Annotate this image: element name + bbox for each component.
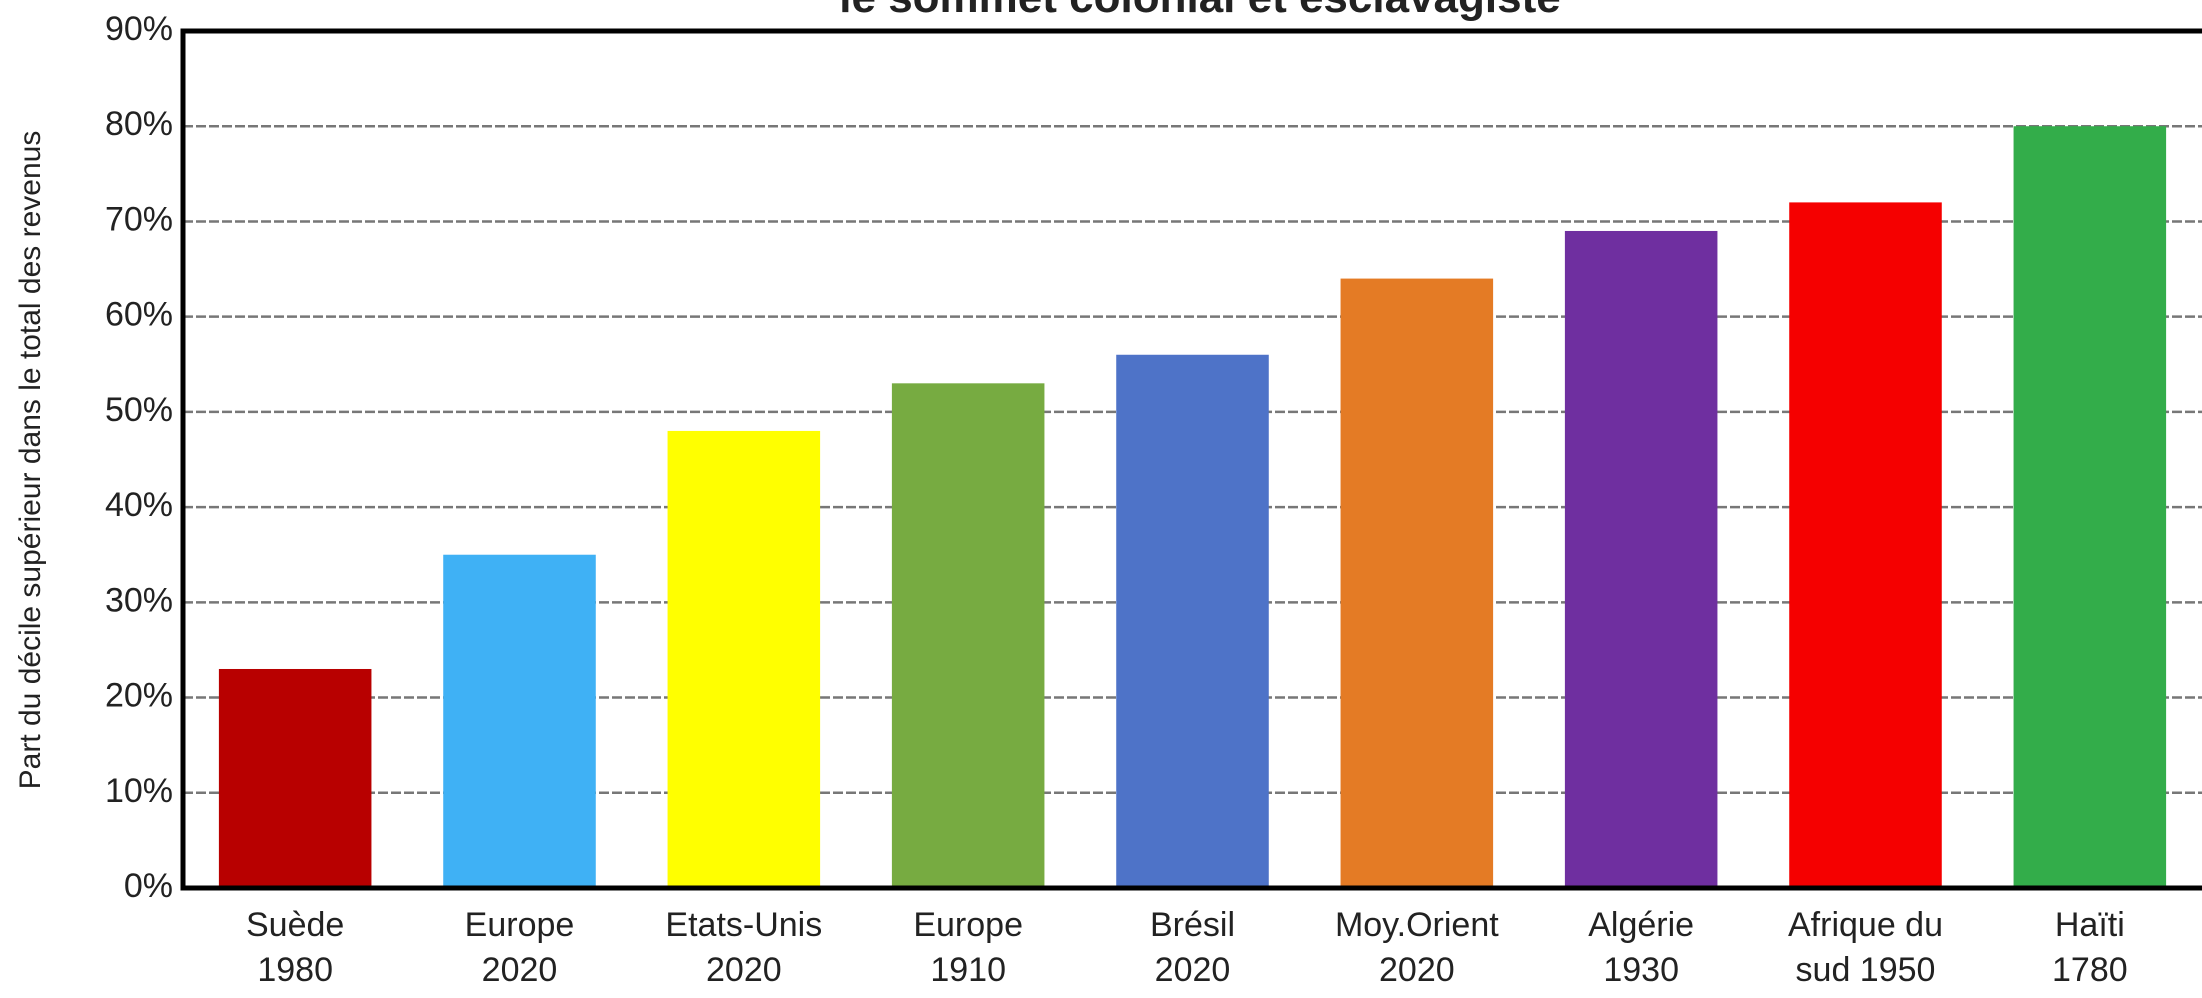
x-tick-label: Brésil 2020 [1150,906,1235,989]
x-tick-label: Afrique du sud 1950 [1788,906,1943,989]
bar [2013,126,2167,888]
bar [891,383,1045,888]
bar [1340,278,1494,889]
y-tick-label: 30% [105,581,173,619]
x-tick-label: Algérie 1930 [1588,906,1694,989]
y-tick-label: 20% [105,677,173,715]
x-tick-label: Europe 1910 [913,906,1023,989]
bar [1116,354,1269,888]
bar [1564,230,1718,888]
chart-title: le sommet colonial et esclavagiste [839,0,1560,22]
y-tick-label: 90% [105,10,173,48]
bar [218,668,372,888]
x-tick-label: Suède 1980 [246,906,344,989]
y-tick-label: 70% [105,200,173,238]
bar [667,430,821,888]
x-tick-label: Etats-Unis 2020 [665,906,822,989]
y-tick-label: 50% [105,391,173,429]
x-tick-label: Moy.Orient 2020 [1335,906,1499,989]
y-tick-label: 0% [124,867,173,905]
y-tick-label: 80% [105,105,173,143]
bar [443,554,596,888]
bar [1789,202,1942,888]
y-axis-label: Part du décile supérieur dans le total d… [14,131,47,790]
y-tick-label: 10% [105,772,173,810]
x-tick-label: Haïti 1780 [2052,906,2128,989]
x-tick-label: Europe 2020 [465,906,575,989]
y-tick-label: 60% [105,296,173,334]
plot-frame [180,28,2202,891]
y-tick-label: 40% [105,486,173,524]
